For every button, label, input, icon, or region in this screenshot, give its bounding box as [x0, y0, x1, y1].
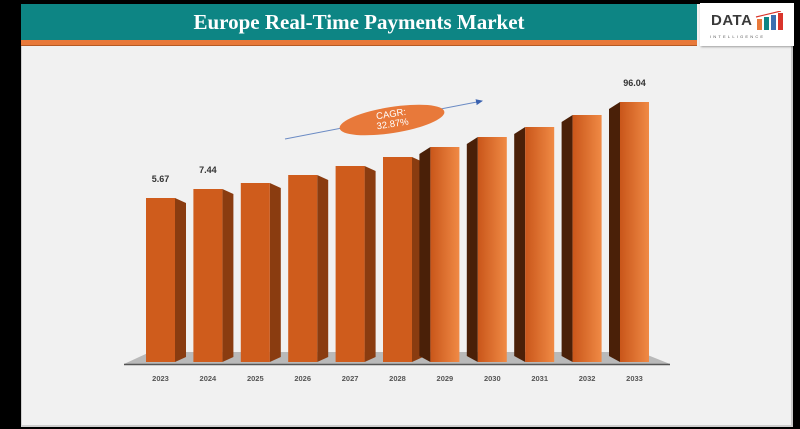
bar-side: [466, 137, 478, 362]
data-label: 7.44: [199, 165, 217, 175]
x-tick-label: 2029: [436, 374, 454, 383]
bar-side: [317, 175, 329, 362]
bar-2027: [335, 166, 365, 362]
bar-side: [561, 115, 573, 362]
bar-side: [364, 166, 376, 362]
bar-side: [222, 189, 234, 362]
data-label: 96.04: [623, 78, 646, 88]
logo-subtext: INTELLIGENCE: [710, 34, 766, 39]
bar-side: [269, 183, 281, 362]
bars-group: [146, 102, 649, 362]
bar-side: [175, 198, 186, 362]
page-title: Europe Real-Time Payments Market: [193, 9, 525, 34]
bar-2032: [572, 115, 602, 362]
x-tick-label: 2030: [483, 374, 501, 383]
x-tick-label: 2032: [578, 374, 596, 383]
cagr-value: 32.87%: [375, 116, 410, 133]
x-tick-label: 2024: [199, 374, 217, 383]
logo-bars-icon: [755, 11, 783, 30]
x-tick-label: 2027: [341, 374, 359, 383]
bar-2023: [146, 198, 175, 362]
bar-2024: [193, 189, 223, 362]
bar-2026: [288, 175, 318, 362]
header-bar: [21, 4, 697, 40]
x-tick-label: 2023: [152, 374, 169, 383]
x-tick-label: 2033: [626, 374, 643, 383]
cagr-ellipse: [339, 104, 445, 136]
x-tick-label: 2026: [294, 374, 312, 383]
x-tick-label: 2028: [389, 374, 406, 383]
bar-2033: [620, 102, 649, 362]
x-tick-label: 2031: [531, 374, 549, 383]
bar-2030: [477, 137, 507, 362]
bar-2025: [240, 183, 270, 362]
bar-2031: [525, 127, 555, 362]
bar-side: [609, 102, 620, 362]
bar-side: [419, 147, 431, 362]
logo: DATA INTELLIGENCE: [700, 3, 794, 46]
header-accent-strip: [21, 40, 697, 46]
bar-2028: [383, 157, 412, 362]
x-tick-label: 2025: [246, 374, 264, 383]
logo-text: DATA: [711, 12, 753, 29]
bar-2029: [430, 147, 460, 362]
bar-side: [514, 127, 526, 362]
data-label: 5.67: [151, 174, 170, 184]
